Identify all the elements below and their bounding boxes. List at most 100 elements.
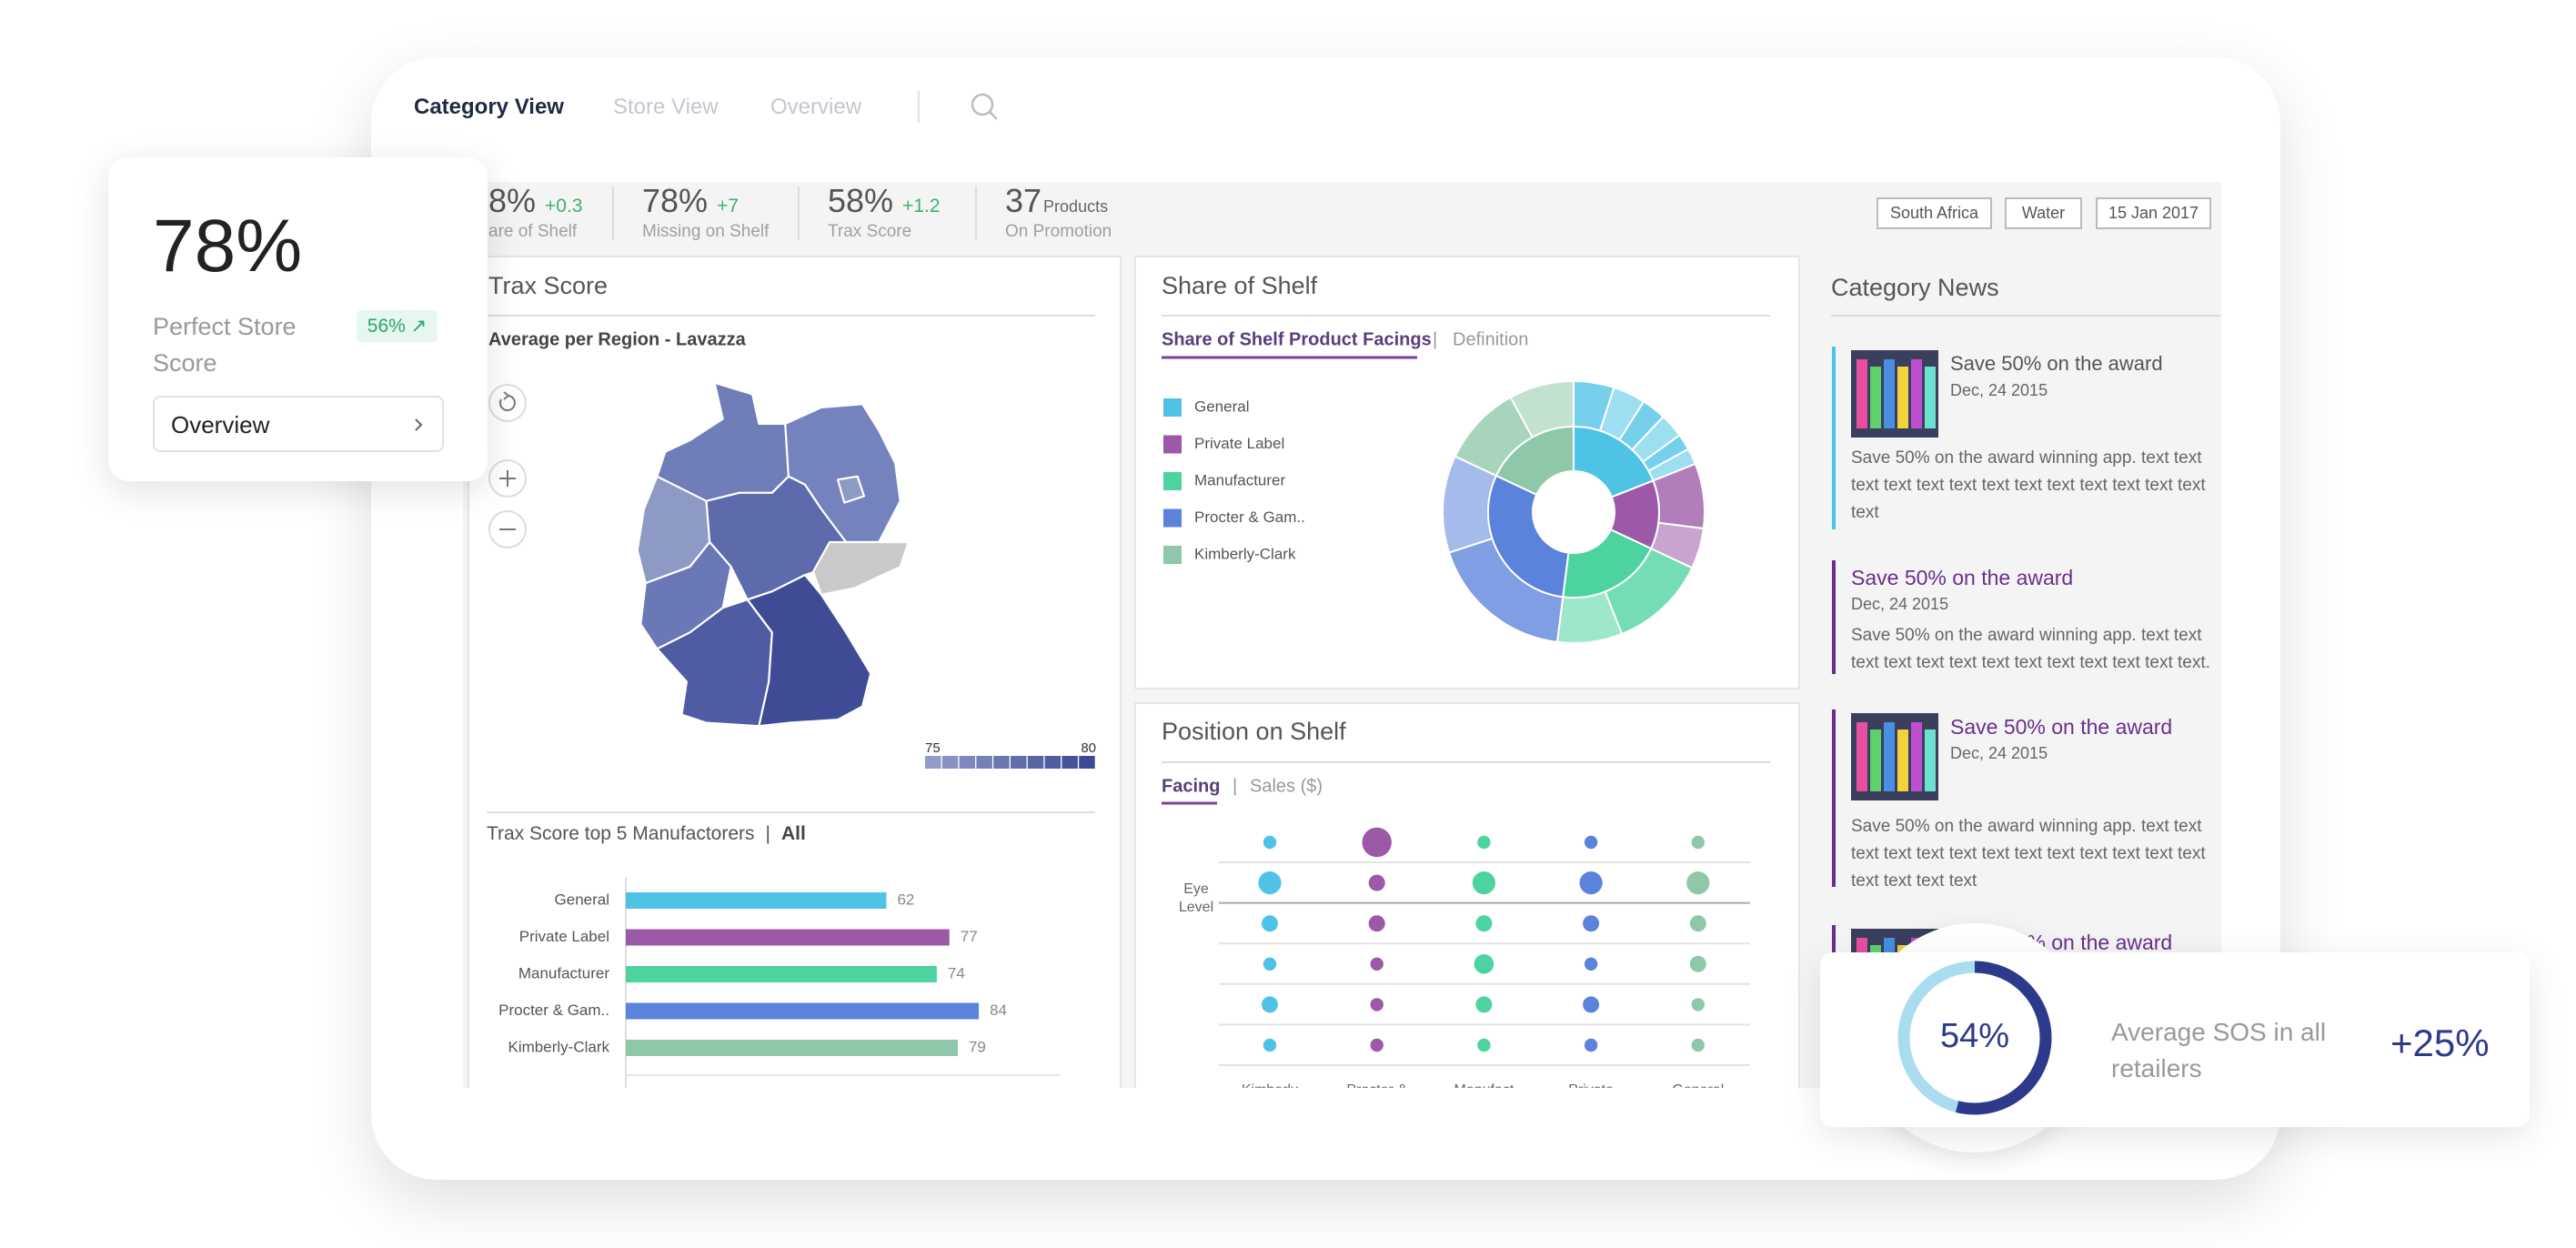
legend-label: General [1194, 398, 1249, 415]
nav-tab[interactable]: Store View [613, 95, 719, 119]
bar-value-label: 79 [969, 1038, 986, 1055]
dashboard-canvas: Trax Score Average per Region - Lavazza [468, 182, 2211, 1088]
dot[interactable] [1691, 998, 1706, 1011]
dot[interactable] [1475, 915, 1493, 932]
news-item[interactable]: Save 50% on the award Dec, 24 2015 Save 50… [1832, 347, 2221, 529]
news-item-text: Save 50% on the award winning app. text … [1851, 817, 2206, 891]
dot[interactable] [1686, 871, 1710, 895]
kpi-delta: +0.3 [545, 196, 582, 216]
filter-box[interactable] [2096, 197, 2211, 229]
dot[interactable] [1258, 871, 1282, 895]
legend-swatch [1079, 756, 1095, 769]
filter-box[interactable] [2005, 197, 2082, 229]
dot[interactable] [1584, 957, 1598, 971]
card-label: Perfect Store Score [153, 313, 297, 377]
tab[interactable]: Sales ($) [1250, 776, 1323, 796]
dot[interactable] [1263, 957, 1277, 971]
dot[interactable] [1691, 835, 1706, 850]
bar [626, 966, 937, 982]
dot[interactable] [1689, 955, 1706, 972]
dot[interactable] [1579, 871, 1603, 895]
kpi-label: Trax Score [828, 222, 911, 241]
search-icon[interactable] [971, 93, 998, 120]
tab[interactable]: Definition [1453, 329, 1528, 349]
dot[interactable] [1262, 996, 1278, 1013]
position-panel [1134, 702, 1800, 1088]
zoom-out-button[interactable] [488, 510, 527, 549]
chart-filter[interactable]: All [781, 823, 806, 844]
legend-label: Kimberly-Clark [1194, 545, 1296, 562]
active-tab[interactable]: Facing [1162, 776, 1220, 796]
bar-value-label: 77 [961, 928, 978, 945]
tab-separator: | [1233, 776, 1237, 796]
kpi: 37 Products [1005, 182, 1108, 219]
legend-swatch [1163, 472, 1182, 490]
legend-swatch [925, 756, 941, 769]
dot[interactable] [1475, 996, 1493, 1013]
map-region[interactable] [811, 540, 910, 596]
chart-title: Trax Score top 5 Manufactorers | All [487, 823, 806, 844]
dot[interactable] [1370, 1038, 1384, 1052]
dot[interactable] [1689, 915, 1706, 932]
dot[interactable] [1263, 835, 1277, 850]
kpi: 78% +7 [642, 182, 739, 219]
dot[interactable] [1477, 835, 1491, 850]
news-item[interactable]: Save 50% on the award Dec, 24 2015 Save 50… [1832, 710, 2221, 891]
reset-button[interactable] [488, 384, 527, 422]
dot[interactable] [1263, 1038, 1277, 1052]
kpi: 8% +0.3 [488, 182, 583, 219]
dot[interactable] [1370, 998, 1384, 1011]
active-tab[interactable]: Share of Shelf Product Facings [1162, 329, 1432, 349]
bar-value-label: 74 [948, 964, 965, 981]
kpi-delta: +1.2 [902, 196, 940, 216]
map-region[interactable] [746, 574, 872, 728]
legend-swatch [959, 756, 976, 769]
legend-swatch [1044, 756, 1062, 769]
thumb-shelf [1925, 367, 1936, 428]
dot[interactable] [1370, 957, 1384, 971]
column-label: Procter & [1346, 1082, 1407, 1088]
dot[interactable] [1262, 915, 1278, 932]
news-item-title: Save 50% on the award [1851, 566, 2074, 589]
dot[interactable] [1583, 996, 1600, 1013]
nav-tools [918, 91, 998, 123]
legend-max: 80 [1081, 740, 1096, 756]
nav-tab[interactable]: Category View [414, 95, 564, 119]
news-item[interactable]: Save 50% on the award Dec, 24 2015 Save 50… [1832, 560, 2221, 674]
dot[interactable] [1477, 1038, 1491, 1052]
bar-category-label: Procter & Gam.. [498, 1001, 609, 1019]
overview-button[interactable]: Overview [153, 396, 444, 452]
card-label: Average SOS in all retailers [2111, 1018, 2327, 1082]
dot[interactable] [1691, 1038, 1706, 1052]
column-label: Manufact [1454, 1082, 1514, 1088]
filter-label: 15 Jan 2017 [2108, 204, 2199, 222]
kpi-label: On Promotion [1005, 222, 1112, 241]
legend-swatch [941, 756, 959, 769]
map-region[interactable] [836, 475, 866, 504]
dot[interactable] [1362, 827, 1392, 858]
nav-tab[interactable]: Overview [770, 95, 862, 119]
map-controls [488, 384, 527, 549]
sunburst-inner-slice[interactable] [1494, 425, 1575, 497]
column-label: Private [1568, 1082, 1614, 1088]
dot[interactable] [1584, 835, 1598, 850]
bar-value-label: 84 [990, 1001, 1007, 1019]
legend-swatch [1163, 398, 1182, 417]
filter-box[interactable] [1877, 197, 1992, 229]
dot[interactable] [1472, 871, 1495, 895]
dot[interactable] [1368, 874, 1385, 891]
sunburst-inner-slice[interactable] [1487, 474, 1570, 599]
thumb-shelf [1897, 367, 1908, 428]
dot[interactable] [1368, 915, 1385, 932]
card-delta: +25% [2390, 1022, 2490, 1064]
bar [626, 1002, 980, 1020]
kpi-label: are of Shelf [488, 222, 578, 241]
dot[interactable] [1584, 1038, 1598, 1052]
kpi-label: Missing on Shelf [642, 222, 770, 241]
thumb-shelf [1870, 367, 1881, 428]
zoom-in-button[interactable] [488, 459, 527, 498]
kpi-delta: +7 [717, 196, 739, 216]
dot[interactable] [1583, 915, 1600, 932]
dot[interactable] [1474, 954, 1494, 974]
